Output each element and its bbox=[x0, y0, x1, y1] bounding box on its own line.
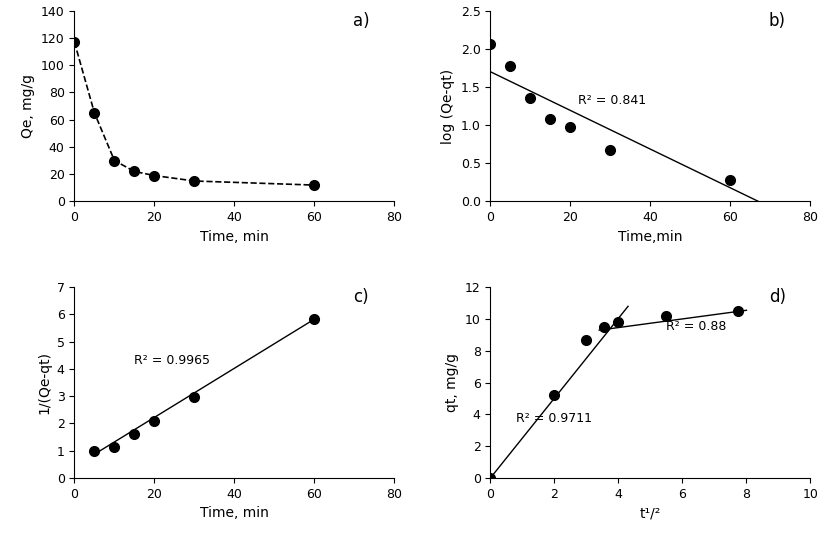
X-axis label: Time, min: Time, min bbox=[200, 506, 269, 520]
Text: b): b) bbox=[769, 12, 786, 30]
Text: R² = 0.9965: R² = 0.9965 bbox=[135, 353, 210, 367]
Y-axis label: Qe, mg/g: Qe, mg/g bbox=[22, 74, 36, 138]
Y-axis label: log (Qe-qt): log (Qe-qt) bbox=[441, 69, 455, 143]
Y-axis label: qt, mg/g: qt, mg/g bbox=[445, 353, 459, 412]
Text: R² = 0.841: R² = 0.841 bbox=[578, 94, 647, 107]
Y-axis label: 1/(Qe-qt): 1/(Qe-qt) bbox=[37, 351, 51, 414]
Text: R² = 0.88: R² = 0.88 bbox=[667, 320, 727, 333]
Text: c): c) bbox=[353, 288, 369, 307]
X-axis label: t¹/²: t¹/² bbox=[640, 506, 661, 520]
Text: R² = 0.9711: R² = 0.9711 bbox=[516, 412, 592, 425]
X-axis label: Time,min: Time,min bbox=[619, 230, 683, 244]
Text: a): a) bbox=[353, 12, 370, 30]
Text: d): d) bbox=[769, 288, 786, 307]
X-axis label: Time, min: Time, min bbox=[200, 230, 269, 244]
